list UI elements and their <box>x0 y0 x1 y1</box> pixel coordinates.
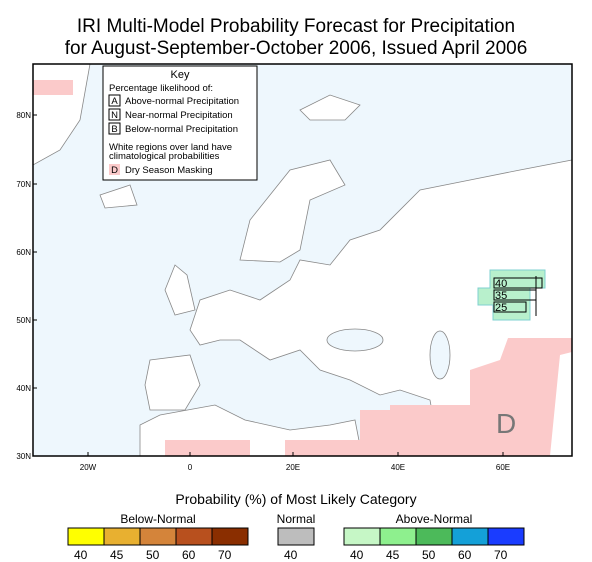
legend-swatch <box>277 527 315 546</box>
key-note: climatological probabilities <box>109 151 220 162</box>
lon-label: 40E <box>391 463 405 472</box>
legend-label: 40 <box>74 548 88 562</box>
lat-label: 70N <box>16 180 31 189</box>
legend-label: 50 <box>422 548 436 562</box>
key-note: White regions over land have <box>109 142 232 153</box>
legend-swatch <box>139 527 177 546</box>
key-box <box>102 65 258 181</box>
legend-swatch <box>343 527 381 546</box>
legend-title: Probability (%) of Most Likely Category <box>175 491 416 507</box>
forecast-label: 40 <box>495 278 507 290</box>
lat-label: 50N <box>16 316 31 325</box>
lon-label: 0 <box>188 463 193 472</box>
key-subtitle: Percentage likelihood of: <box>109 83 213 94</box>
lat-label: 30N <box>16 452 31 461</box>
key-title: Key <box>171 69 190 81</box>
legend-label: 60 <box>458 548 472 562</box>
legend-label: 40 <box>350 548 364 562</box>
map: D <box>32 63 573 457</box>
key-letter-box <box>108 122 121 135</box>
key-letter: A <box>111 96 118 107</box>
key-letter-box <box>108 94 121 107</box>
legend-group-name: Normal <box>277 512 316 526</box>
forecast-label: 25 <box>495 302 507 314</box>
dry-label: D <box>496 408 516 439</box>
caspian-sea <box>429 330 451 380</box>
key-text: Below-normal Precipitation <box>125 124 238 135</box>
lon-label: 60E <box>496 463 510 472</box>
legend-label: 60 <box>182 548 196 562</box>
title: IRI Multi-Model Probability Forecast for… <box>77 16 515 37</box>
key-text: Dry Season Masking <box>125 165 213 176</box>
map-frame <box>32 63 573 457</box>
lat-label: 40N <box>16 384 31 393</box>
legend-swatch <box>175 527 213 546</box>
lat-label: 80N <box>16 111 31 120</box>
forecast-label: 35 <box>495 290 507 302</box>
key-letter: B <box>111 124 117 135</box>
key-letter: N <box>111 110 118 121</box>
key-letter: D <box>111 165 118 176</box>
legend-swatch <box>487 527 525 546</box>
legend-label: 70 <box>218 548 232 562</box>
legend-label: 70 <box>494 548 508 562</box>
forecast-bar <box>493 301 527 313</box>
legend-swatch <box>67 527 105 546</box>
lon-label: 20E <box>286 463 300 472</box>
legend-swatch <box>379 527 417 546</box>
legend-group-name: Above-Normal <box>396 512 473 526</box>
lat-label: 60N <box>16 248 31 257</box>
key-letter-box <box>108 108 121 121</box>
legend-swatch <box>103 527 141 546</box>
black-sea <box>326 328 384 352</box>
legend-label: 45 <box>110 548 124 562</box>
lon-label: 20W <box>80 463 97 472</box>
legend-group-name: Below-Normal <box>120 512 195 526</box>
forecast-region <box>477 269 546 321</box>
title: for August-September-October 2006, Issue… <box>65 38 528 59</box>
key-dry-swatch <box>109 164 120 175</box>
key-text: Near-normal Precipitation <box>125 110 233 121</box>
legend-label: 45 <box>386 548 400 562</box>
legend-swatch <box>451 527 489 546</box>
legend-label: 40 <box>284 548 298 562</box>
legend-label: 50 <box>146 548 160 562</box>
dry-mask <box>33 80 572 456</box>
legend-swatch <box>415 527 453 546</box>
legend-swatch <box>211 527 249 546</box>
key-text: Above-normal Precipitation <box>125 96 239 107</box>
key: Key Percentage likelihood of: White regi… <box>102 65 258 181</box>
forecast-bar <box>493 277 543 289</box>
